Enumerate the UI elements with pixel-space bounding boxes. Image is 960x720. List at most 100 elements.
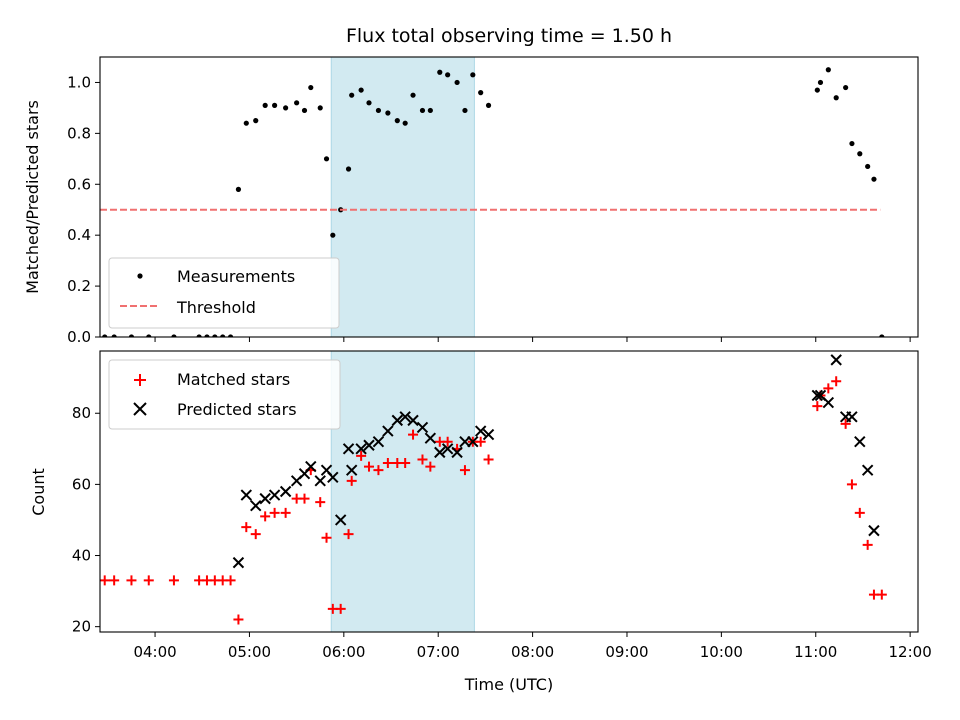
measurement-point — [204, 334, 210, 337]
matched-stars-point — [442, 436, 453, 447]
y-tick-label: 60 — [72, 475, 91, 493]
predicted-stars-point — [314, 475, 326, 487]
predicted-stars-point — [846, 411, 858, 423]
y-tick-label: 40 — [72, 547, 91, 565]
predicted-stars-point — [391, 414, 404, 427]
matched-stars-point — [280, 507, 291, 518]
predicted-stars-point — [363, 439, 375, 451]
matched-stars-point — [876, 589, 887, 600]
matched-stars-point — [100, 575, 110, 586]
predicted-stars-point — [474, 425, 487, 437]
top-marks — [100, 67, 885, 337]
measurement-point — [843, 84, 849, 91]
x-tick-label: 08:00 — [511, 643, 554, 661]
matched-stars-point — [143, 575, 154, 586]
measurement-point — [419, 107, 426, 114]
measurement-point — [227, 334, 234, 337]
measurement-point — [394, 118, 400, 124]
predicted-stars-point — [482, 428, 495, 441]
measurement-point — [857, 151, 863, 157]
matched-stars-point — [250, 529, 261, 540]
top-highlight-span — [330, 56, 475, 338]
predicted-stars-point — [305, 460, 317, 473]
predicted-stars-point — [268, 489, 281, 501]
predicted-stars-legend-label: Predicted stars — [177, 400, 297, 419]
matched-stars-point — [846, 479, 857, 490]
measurement-point — [330, 232, 336, 238]
predicted-stars-point — [240, 489, 253, 501]
measurement-point — [402, 120, 408, 126]
measurement-point — [262, 102, 268, 108]
measurement-point — [833, 95, 839, 101]
measurements-legend-marker — [137, 273, 143, 279]
bottom-x-ticks: 04:00 05:00 06:00 07:00 08:00 09:00 10:00 11:00… — [133, 632, 932, 661]
matched-stars-point — [831, 376, 842, 387]
predicted-stars-point — [279, 485, 292, 498]
top-axes-frame — [99, 56, 919, 338]
predicted-stars-point — [811, 389, 824, 402]
matched-stars-point — [299, 493, 310, 504]
bottom-axes-frame — [99, 350, 919, 633]
predicted-stars-point — [861, 464, 874, 476]
predicted-stars-point — [854, 435, 866, 448]
measurement-point — [253, 118, 259, 124]
matched-stars-legend-label: Matched stars — [177, 370, 290, 389]
predicted-stars-point — [868, 524, 880, 537]
y-tick-label: 0.0 — [67, 328, 91, 346]
bottom-panel: 20 40 60 80 04:00 05:00 06:00 07:00 08:00 09:00 1… — [29, 350, 932, 694]
matched-stars-point — [363, 461, 374, 472]
matched-stars-point — [241, 522, 252, 533]
matched-stars-point — [356, 450, 367, 461]
matched-stars-point — [260, 511, 271, 522]
measurement-point — [243, 120, 249, 126]
measurement-point — [146, 334, 152, 337]
predicted-stars-point — [441, 443, 454, 455]
predicted-stars-point — [345, 464, 358, 476]
measurement-point — [871, 176, 877, 182]
measurement-point — [454, 79, 460, 86]
measurement-point — [437, 69, 443, 75]
measurement-point — [825, 67, 831, 73]
measurement-point — [301, 107, 308, 114]
matched-stars-point — [812, 401, 823, 412]
predicted-stars-point — [424, 432, 437, 444]
measurement-point — [445, 72, 451, 78]
measurement-point — [283, 105, 289, 111]
measurement-point — [485, 102, 492, 108]
matched-stars-point — [823, 383, 834, 394]
x-tick-label: 11:00 — [794, 643, 837, 661]
bottom-marks — [100, 354, 887, 625]
measurement-point — [478, 90, 484, 96]
matched-stars-point — [321, 532, 332, 543]
matched-stars-point — [233, 614, 244, 625]
matched-stars-point — [225, 575, 236, 586]
matched-stars-point — [417, 454, 428, 465]
predicted-stars-point — [399, 411, 411, 423]
predicted-stars-point — [451, 446, 463, 459]
bottom-highlight-span — [330, 350, 475, 633]
measurement-point — [323, 156, 330, 162]
measurement-point — [317, 105, 323, 111]
x-tick-label: 10:00 — [700, 643, 743, 661]
matched-stars-point — [168, 575, 179, 586]
measurement-point — [375, 107, 382, 114]
measurement-point — [349, 92, 355, 98]
predicted-stars-point — [250, 500, 262, 512]
x-tick-label: 12:00 — [889, 643, 932, 661]
threshold-legend-label: Threshold — [176, 298, 256, 317]
bottom-y-axis-label: Count — [29, 468, 48, 516]
bottom-y-ticks: 20 40 60 80 — [72, 404, 100, 636]
matched-stars-point — [840, 418, 851, 429]
matched-stars-point — [382, 458, 393, 469]
predicted-stars-point — [382, 425, 394, 437]
measurement-point — [849, 140, 855, 147]
measurement-point — [879, 334, 885, 337]
predicted-stars-point — [822, 396, 835, 409]
measurement-point — [410, 92, 416, 98]
measurement-point — [385, 110, 391, 116]
matched-stars-point — [126, 575, 137, 586]
x-tick-label: 05:00 — [228, 643, 271, 661]
predicted-stars-point — [830, 354, 842, 366]
measurement-point — [865, 163, 871, 170]
